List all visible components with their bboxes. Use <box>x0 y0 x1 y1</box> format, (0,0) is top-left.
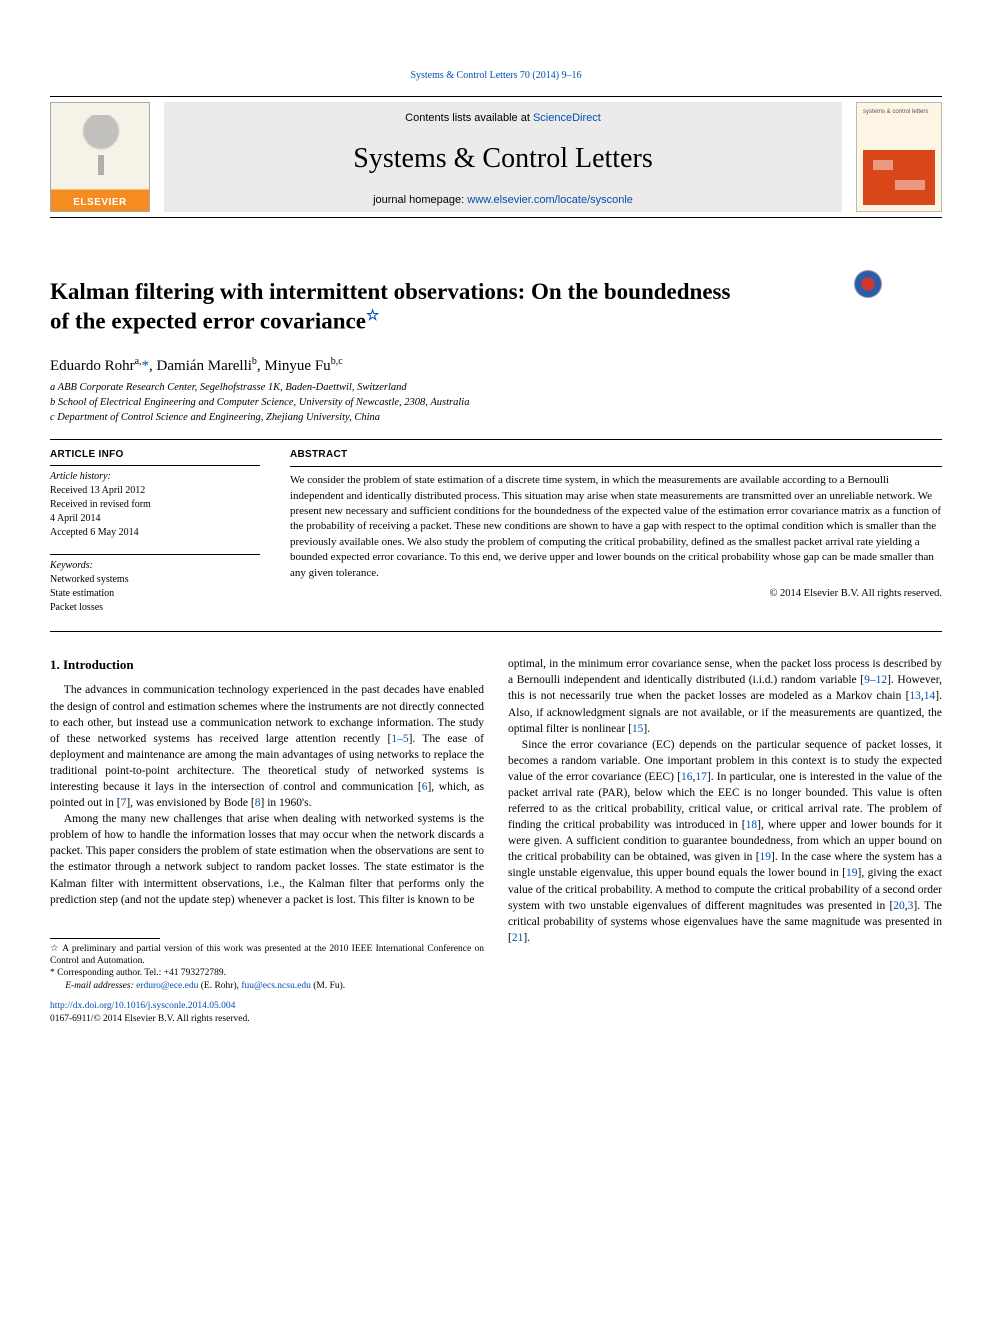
section-heading: 1. Introduction <box>50 656 484 674</box>
author-list: Eduardo Rohra,*, Damián Marellib, Minyue… <box>50 356 942 375</box>
footnotes: ☆ A preliminary and partial version of t… <box>50 938 484 992</box>
journal-title: Systems & Control Letters <box>172 143 834 175</box>
affiliations: a ABB Corporate Research Center, Segelho… <box>50 381 942 425</box>
citation-link[interactable]: 9–12 <box>864 674 887 686</box>
citation-link[interactable]: 19 <box>846 867 858 879</box>
running-header: Systems & Control Letters 70 (2014) 9–16 <box>50 70 942 81</box>
citation-link[interactable]: 21 <box>512 932 524 944</box>
email-link[interactable]: fuu@ecs.ncsu.edu <box>241 981 310 991</box>
citation-link[interactable]: 20 <box>893 900 905 912</box>
masthead: Contents lists available at ScienceDirec… <box>50 96 942 218</box>
article-title: Kalman filtering with intermittent obser… <box>50 278 942 336</box>
abstract-column: ABSTRACT We consider the problem of stat… <box>290 448 942 615</box>
citation-link[interactable]: 14 <box>924 690 936 702</box>
journal-homepage: journal homepage: www.elsevier.com/locat… <box>172 194 834 206</box>
citation-link[interactable]: 17 <box>695 771 707 783</box>
citation-link[interactable]: 15 <box>632 723 644 735</box>
article-body: 1. Introduction The advances in communic… <box>50 656 942 1026</box>
homepage-link[interactable]: www.elsevier.com/locate/sysconle <box>467 194 633 206</box>
citation-link[interactable]: 16 <box>681 771 693 783</box>
article-info-column: ARTICLE INFO Article history: Received 1… <box>50 448 260 615</box>
elsevier-logo[interactable] <box>50 102 150 212</box>
citation-link[interactable]: 18 <box>746 819 758 831</box>
title-footnote-star-icon: ☆ <box>366 308 379 324</box>
copyright-line: © 2014 Elsevier B.V. All rights reserved… <box>290 587 942 602</box>
citation-link[interactable]: 13 <box>909 690 921 702</box>
citation-link[interactable]: 1–5 <box>391 733 408 745</box>
contents-line: Contents lists available at ScienceDirec… <box>172 112 834 124</box>
doi-block: http://dx.doi.org/10.1016/j.sysconle.201… <box>50 1000 484 1027</box>
crossmark-icon[interactable] <box>854 270 882 298</box>
citation-link[interactable]: 19 <box>760 851 772 863</box>
journal-cover-thumb[interactable]: systems & control letters <box>856 102 942 212</box>
email-link[interactable]: erduro@ece.edu <box>136 981 198 991</box>
doi-link[interactable]: http://dx.doi.org/10.1016/j.sysconle.201… <box>50 1001 235 1011</box>
sciencedirect-link[interactable]: ScienceDirect <box>533 112 601 124</box>
